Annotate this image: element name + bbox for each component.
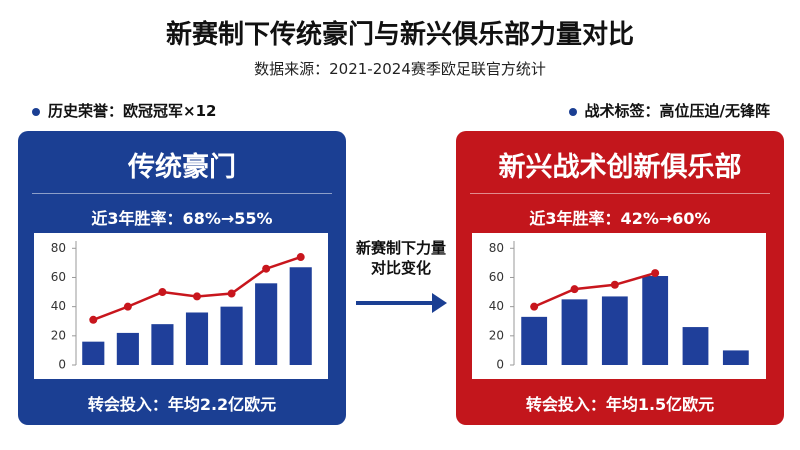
bar — [642, 276, 669, 365]
line-point — [530, 302, 539, 311]
line-point — [262, 264, 271, 273]
bar — [151, 324, 174, 365]
bar — [185, 312, 209, 365]
panel-title: 新兴战术创新俱乐部 — [498, 152, 742, 183]
bar — [220, 306, 243, 365]
separator — [470, 193, 770, 194]
page-title: 新赛制下传统豪门与新兴俱乐部力量对比 — [165, 20, 634, 50]
line-point — [227, 289, 236, 298]
panel-footer: 转会投入：年均1.5亿欧元 — [525, 395, 715, 414]
bar — [682, 327, 709, 365]
bar — [255, 283, 278, 365]
bar — [561, 299, 588, 365]
bar — [82, 341, 105, 365]
panel: 新兴战术创新俱乐部 近3年胜率：42%→60% 0 20 40 60 80 转会投入：年… — [456, 131, 784, 425]
panel-subtitle: 近3年胜率：42%→60% — [529, 209, 711, 228]
y-tick-label: 40 — [489, 299, 504, 313]
line-point — [296, 253, 305, 262]
y-tick-label: 60 — [51, 270, 66, 284]
line-point — [89, 315, 98, 324]
y-tick-label: 80 — [489, 241, 504, 255]
panel-title: 传统豪门 — [128, 152, 236, 183]
line-point — [158, 288, 167, 297]
panel-footer: 转会投入：年均2.2亿欧元 — [87, 395, 277, 414]
chart-box: 0 20 40 60 80 — [34, 233, 328, 379]
y-tick-label: 0 — [58, 358, 66, 372]
right-note: 战术标签：高位压迫/无锋阵 — [569, 100, 770, 121]
arrow-label: 新赛制下力量对比变化 — [355, 239, 446, 277]
bar — [521, 316, 548, 365]
y-tick-label: 0 — [496, 358, 504, 372]
bar — [722, 350, 749, 365]
bar — [601, 296, 628, 365]
separator — [32, 193, 332, 194]
y-tick-label: 20 — [51, 328, 66, 342]
line-point — [123, 302, 132, 311]
y-tick-label: 20 — [489, 328, 504, 342]
line-point — [610, 280, 619, 289]
bar — [289, 267, 312, 365]
line — [533, 271, 656, 308]
arrow — [356, 293, 447, 313]
y-tick-label: 40 — [51, 299, 66, 313]
left-note: 历史荣誉：欧冠冠军×12 — [32, 100, 216, 121]
page-subtitle: 数据来源：2021-2024赛季欧足联官方统计 — [254, 60, 546, 78]
line-point — [651, 269, 660, 278]
bar — [116, 332, 139, 365]
y-tick-label: 60 — [489, 270, 504, 284]
chart-box: 0 20 40 60 80 — [472, 233, 766, 379]
line-point — [570, 285, 579, 294]
chart: 0 20 40 60 80 — [489, 241, 749, 372]
chart: 0 20 40 60 80 — [51, 241, 312, 372]
panel: 传统豪门 近3年胜率：68%→55% 0 20 40 60 80 转会投入：年均2.2亿… — [18, 131, 346, 425]
panel-subtitle: 近3年胜率：68%→55% — [91, 209, 273, 228]
line-point — [193, 292, 201, 301]
y-tick-label: 80 — [51, 241, 66, 255]
